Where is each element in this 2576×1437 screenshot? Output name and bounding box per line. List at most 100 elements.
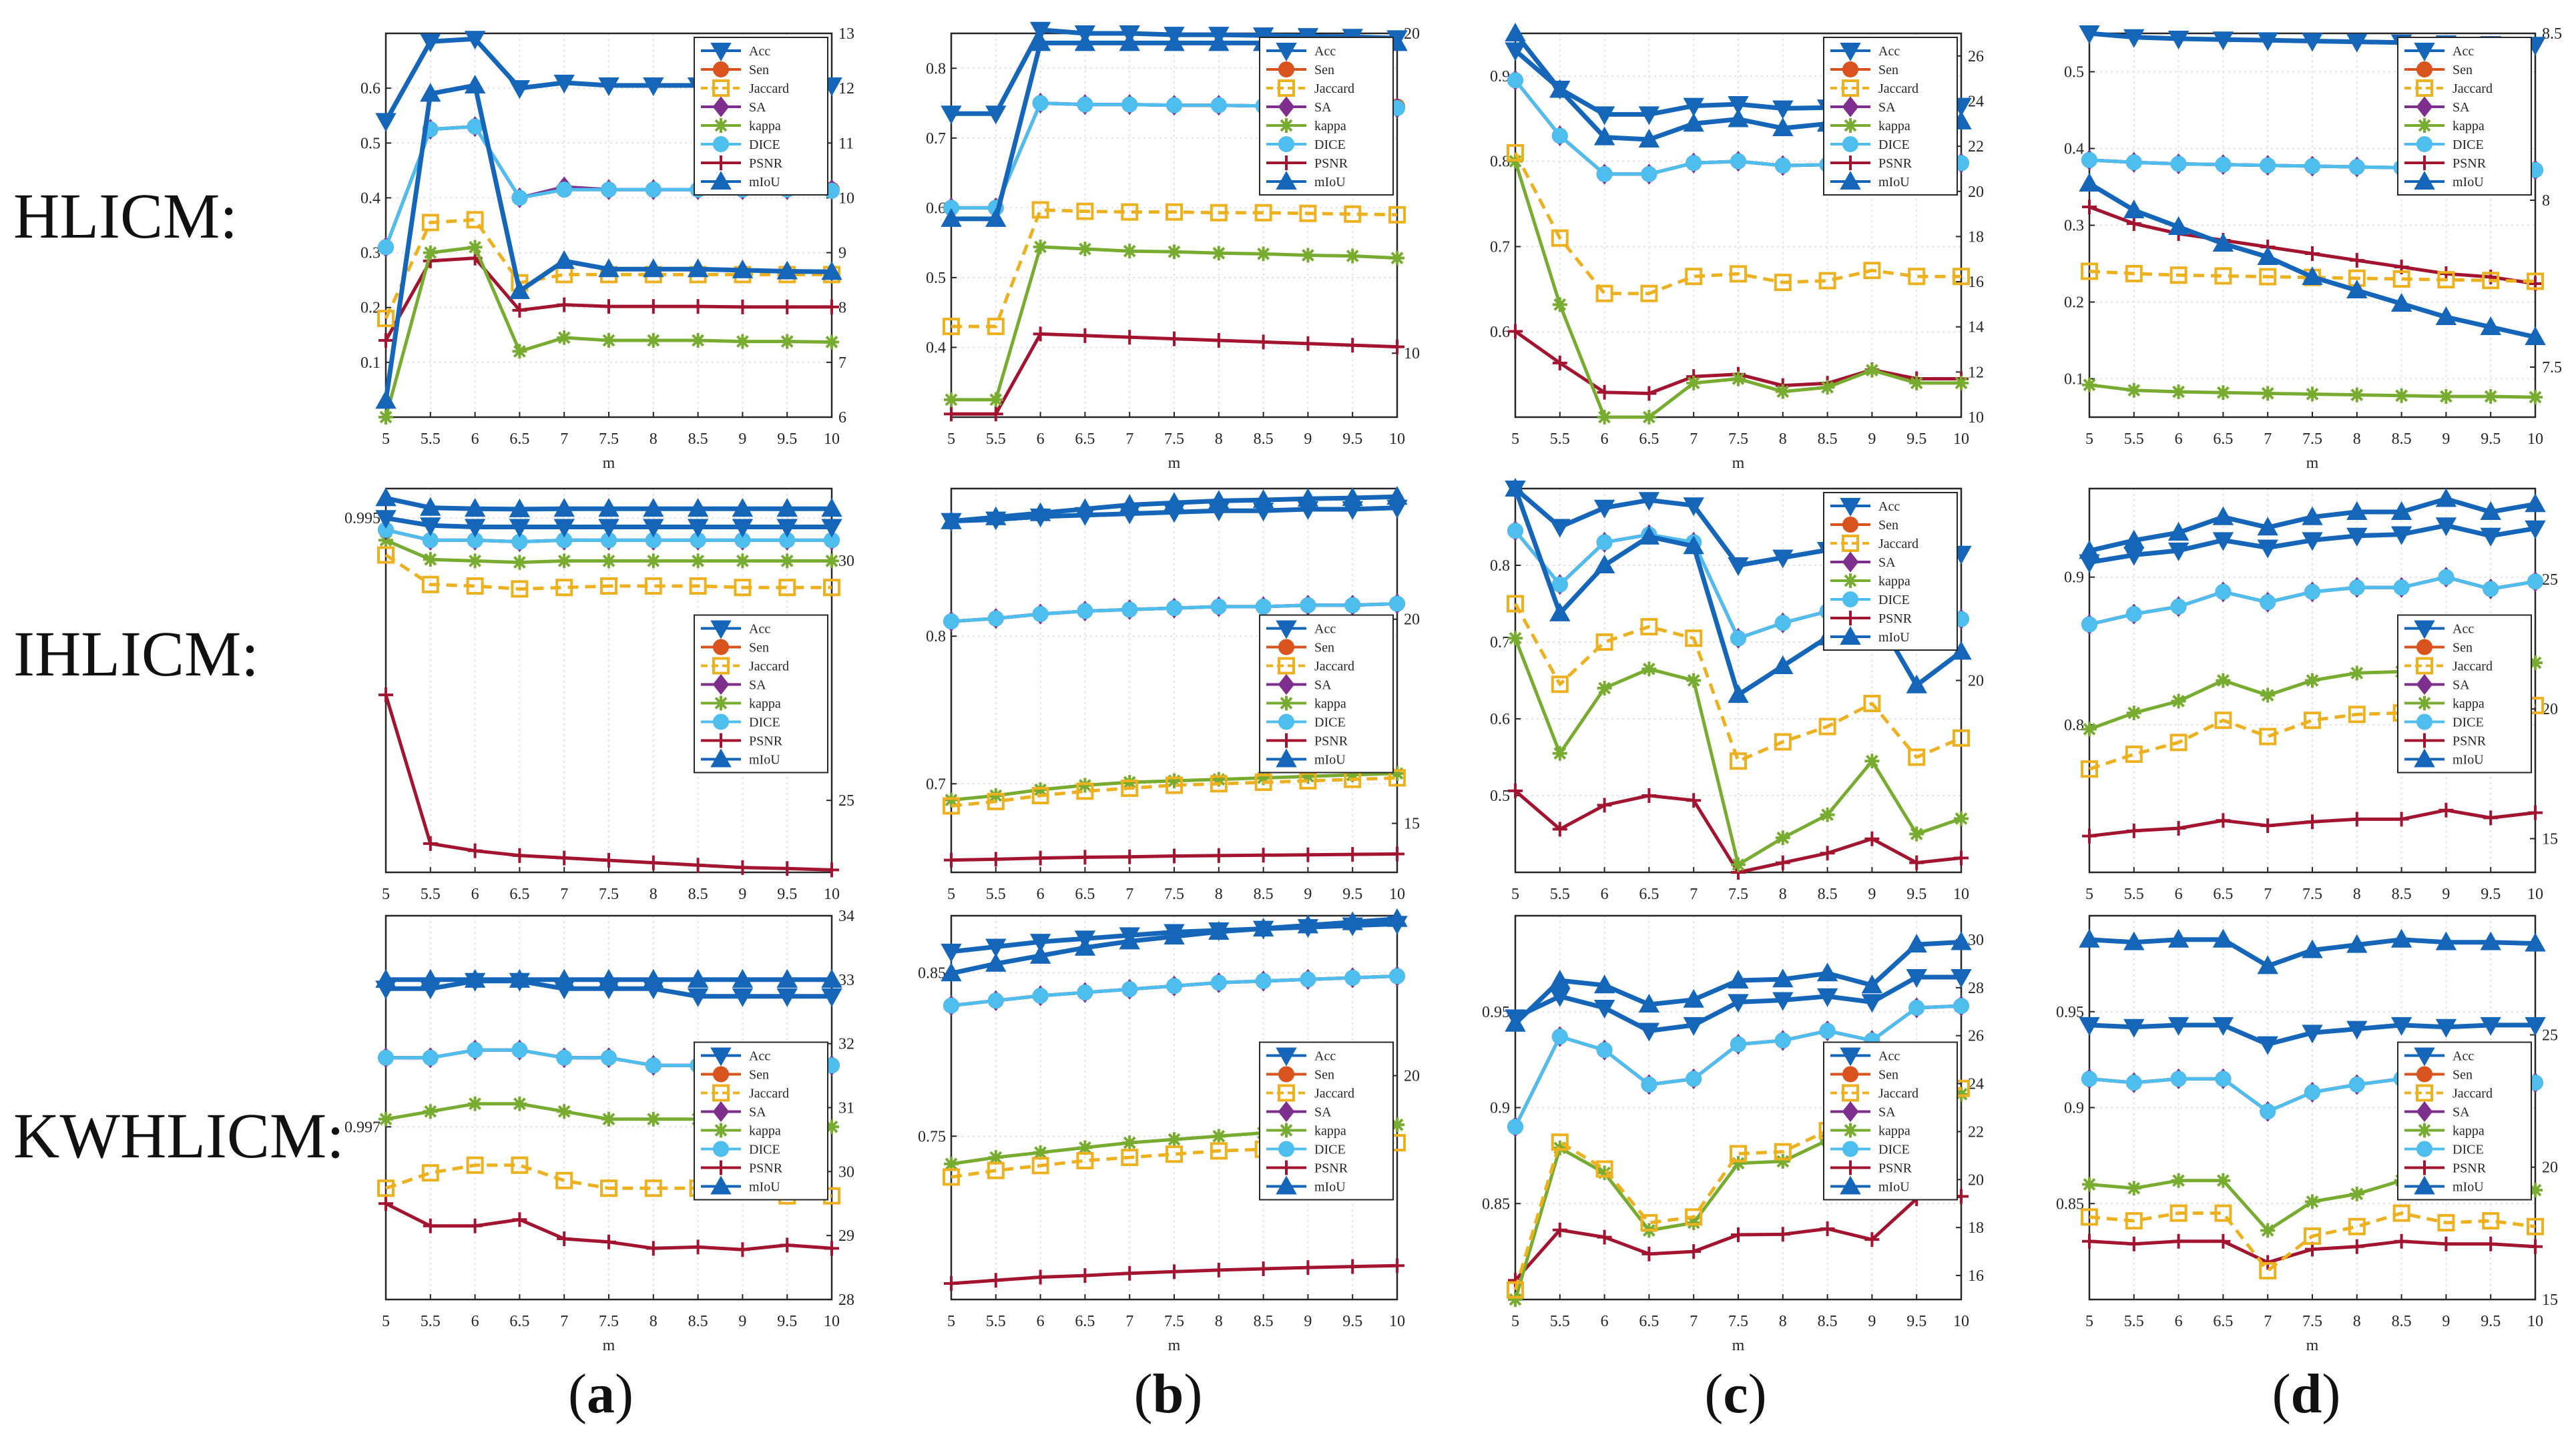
x-tick-label: 6.5: [509, 886, 529, 903]
data-point-Acc: [2167, 542, 2189, 561]
data-point-DICE: [601, 182, 617, 198]
data-point-Acc: [2212, 1017, 2234, 1036]
data-point-Acc: [941, 943, 962, 962]
data-point-mIoU: [2257, 517, 2278, 536]
x-tick-label: 9.5: [777, 430, 797, 448]
data-point-Acc: [1593, 106, 1615, 125]
data-point-Acc: [2123, 547, 2145, 566]
x-tick-label: 10: [2527, 1313, 2543, 1330]
data-point-Jaccard: [2392, 270, 2410, 288]
data-point-DICE: [1730, 630, 1746, 647]
legend-marker-DICE: [1842, 591, 1858, 607]
data-point-mIoU: [821, 498, 842, 517]
data-point-PSNR: [1775, 855, 1790, 870]
data-point-kappa: [1167, 244, 1182, 260]
data-point-Acc: [1342, 917, 1363, 936]
x-tick-label: 6.5: [2213, 1313, 2233, 1330]
y2-tick-label: 8: [838, 300, 846, 317]
data-point-mIoU: [509, 498, 531, 517]
data-point-Jaccard: [2437, 1214, 2455, 1231]
y-tick-label: 0.3: [2064, 218, 2084, 235]
x-tick-label: 8: [1215, 886, 1223, 903]
y-tick-label: 0.2: [2064, 294, 2084, 312]
x-tick-label: 7: [2264, 430, 2272, 448]
data-point-DICE: [378, 239, 394, 256]
legend-label-DICE: DICE: [749, 137, 780, 152]
legend-marker-kappa: [2417, 695, 2432, 711]
data-point-kappa: [1167, 773, 1182, 788]
data-point-kappa: [512, 555, 527, 570]
data-point-PSNR: [2305, 814, 2320, 830]
data-point-PSNR: [824, 1241, 839, 1256]
data-point-PSNR: [1864, 831, 1880, 846]
x-tick-label: 5: [382, 886, 390, 903]
x-tick-label: 8.5: [1254, 430, 1274, 448]
legend-label-DICE: DICE: [1314, 1143, 1346, 1157]
y-tick-label: 0.85: [2056, 1195, 2084, 1213]
legend-label-Jaccard: Jaccard: [749, 81, 789, 96]
x-tick-label: 7: [1690, 430, 1698, 448]
data-point-kappa: [2126, 382, 2141, 398]
data-point-DICE: [1507, 1119, 1523, 1135]
data-point-DICE: [556, 182, 573, 198]
legend-label-SA: SA: [1878, 1105, 1896, 1120]
data-point-Jaccard: [987, 1161, 1005, 1179]
data-point-DICE: [1686, 155, 1702, 172]
data-point-PSNR: [690, 858, 706, 873]
data-point-kappa: [2394, 388, 2409, 403]
y2-tick-label: 20: [1968, 673, 1984, 690]
data-point-mIoU: [687, 498, 709, 517]
x-tick-label: 9.5: [1906, 886, 1926, 903]
series-line-Jaccard: [385, 1163, 832, 1198]
y-tick-label: 0.5: [926, 270, 946, 287]
data-point-Acc: [2302, 532, 2323, 551]
legend-label-Sen: Sen: [749, 63, 769, 77]
data-point-kappa: [944, 1156, 959, 1171]
y2-tick-label: 20: [1404, 1068, 1420, 1085]
data-point-PSNR: [1552, 822, 1567, 837]
y2-tick-label: 18: [1968, 1219, 1984, 1237]
data-point-mIoU: [598, 498, 619, 517]
y2-tick-label: 22: [1968, 138, 1984, 156]
data-point-Acc: [1728, 557, 1749, 577]
legend-label-Acc: Acc: [1314, 622, 1336, 637]
data-point-Jaccard: [1210, 1142, 1228, 1160]
data-point-Jaccard: [734, 579, 752, 597]
y-tick-label: 0.9: [1490, 1100, 1510, 1117]
legend-label-kappa: kappa: [749, 1124, 781, 1139]
legend-marker-Jaccard: [1278, 1084, 1295, 1102]
legend-label-DICE: DICE: [1878, 1143, 1910, 1157]
data-point-kappa: [2349, 665, 2364, 681]
legend-marker-Sen: [1278, 61, 1294, 77]
series-Acc: [941, 916, 1408, 962]
legend-marker-SA: [2416, 673, 2433, 695]
data-point-Jaccard: [2527, 1217, 2544, 1235]
data-point-Acc: [2257, 1036, 2278, 1055]
y-tick-label: 0.3: [360, 245, 380, 262]
data-point-kappa: [1731, 371, 1746, 386]
data-point-Acc: [1164, 27, 1185, 46]
data-point-kappa: [1300, 769, 1316, 784]
data-point-DICE: [2125, 1075, 2142, 1091]
data-point-kappa: [2126, 1181, 2141, 1196]
data-point-Acc: [1549, 81, 1571, 100]
legend-box: [694, 1041, 828, 1201]
x-tick-label: 10: [2527, 430, 2543, 448]
legend-label-Sen: Sen: [1878, 518, 1898, 533]
data-point-Jaccard: [1595, 284, 1613, 302]
data-point-kappa: [1211, 246, 1226, 261]
series-DICE: [2081, 569, 2543, 633]
x-tick-label: 9: [738, 1313, 746, 1330]
y-tick-label: 0.95: [1482, 1004, 1510, 1021]
data-point-PSNR: [1641, 788, 1657, 803]
data-point-PSNR: [378, 1196, 393, 1211]
data-point-Acc: [985, 105, 1007, 125]
legend-label-PSNR: PSNR: [2453, 734, 2487, 749]
legend-label-PSNR: PSNR: [2453, 1161, 2487, 1176]
data-point-mIoU: [2079, 172, 2100, 192]
data-point-mIoU: [2390, 928, 2412, 948]
legend-marker-Sen: [1842, 517, 1858, 533]
legend-marker-mIoU: [710, 1175, 732, 1195]
y-tick-label: 0.7: [1490, 238, 1510, 256]
